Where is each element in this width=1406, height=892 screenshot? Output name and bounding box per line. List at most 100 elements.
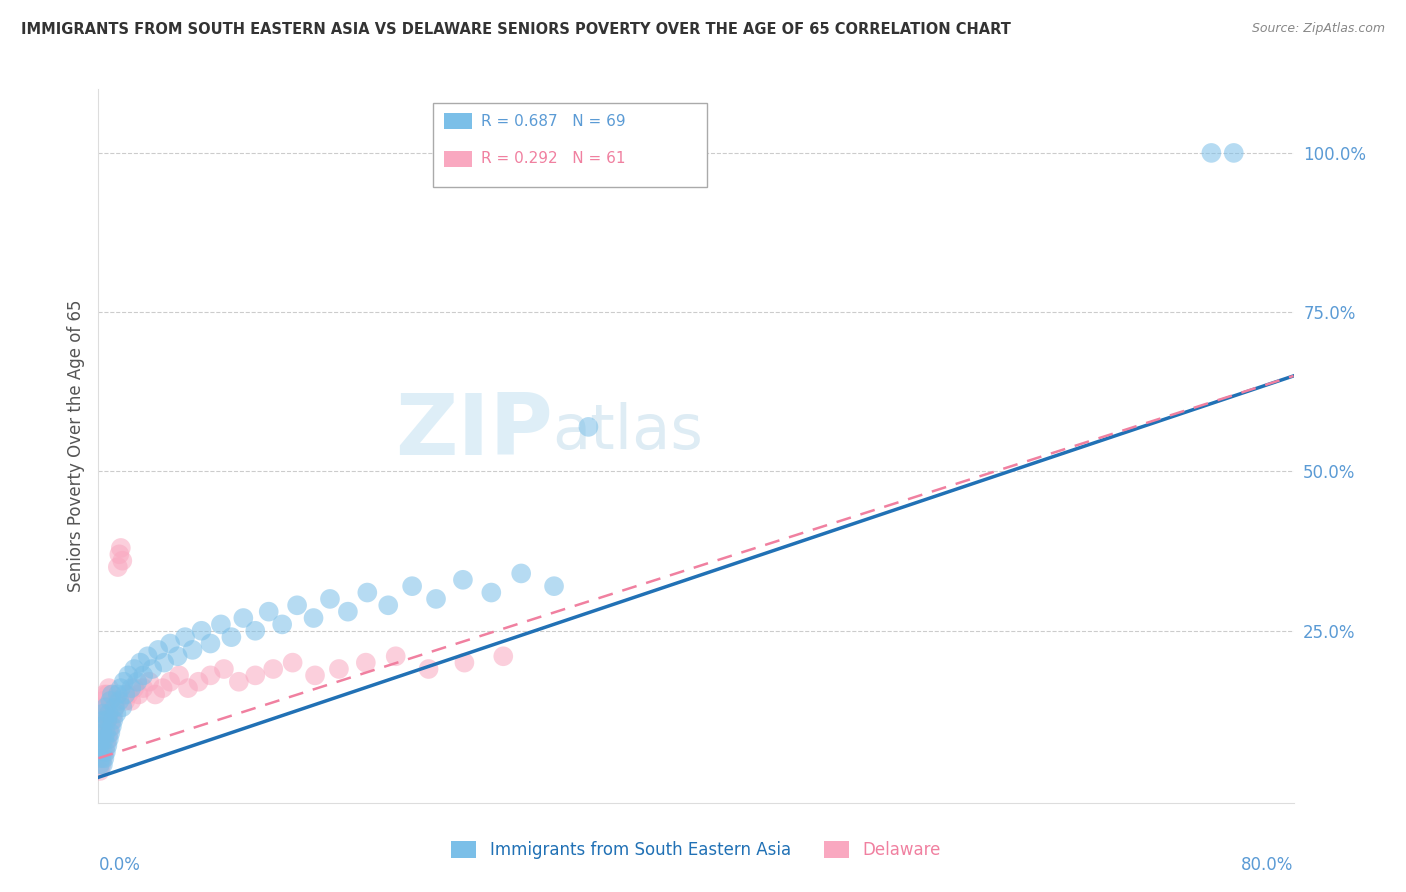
Point [132, 681, 155, 695]
Point [384, 649, 406, 664]
Point [177, 681, 200, 695]
Point [93, 706, 115, 721]
Point [245, 668, 267, 682]
Point [114, 688, 136, 702]
Point [93, 688, 115, 702]
Point [104, 700, 127, 714]
Point [138, 674, 160, 689]
Point [108, 547, 131, 561]
Point [479, 585, 502, 599]
Point [271, 617, 294, 632]
Point [257, 605, 280, 619]
Point [103, 706, 125, 721]
Point [89, 751, 111, 765]
Point [101, 688, 124, 702]
Point [93, 713, 115, 727]
Point [101, 713, 124, 727]
Legend: Immigrants from South Eastern Asia, Delaware: Immigrants from South Eastern Asia, Dela… [444, 834, 948, 866]
Text: 0.0%: 0.0% [98, 856, 141, 874]
Point [200, 636, 222, 650]
Point [221, 630, 243, 644]
Point [98, 725, 122, 739]
Text: 80.0%: 80.0% [1241, 856, 1294, 874]
Point [93, 751, 115, 765]
Point [174, 630, 197, 644]
Point [354, 656, 377, 670]
Point [103, 713, 125, 727]
Point [543, 579, 565, 593]
Point [181, 643, 204, 657]
Y-axis label: Seniors Poverty Over the Age of 65: Seniors Poverty Over the Age of 65 [66, 300, 84, 592]
Point [117, 668, 139, 682]
Point [578, 420, 600, 434]
Point [124, 681, 146, 695]
Point [90, 751, 112, 765]
Point [105, 694, 128, 708]
Point [90, 719, 112, 733]
Point [418, 662, 440, 676]
Point [89, 732, 111, 747]
Point [96, 688, 118, 702]
Point [89, 764, 111, 778]
Point [96, 713, 118, 727]
Point [200, 668, 222, 682]
Text: atlas: atlas [553, 401, 703, 462]
Point [94, 725, 117, 739]
Point [117, 688, 139, 702]
Point [136, 649, 159, 664]
Point [97, 732, 120, 747]
Point [90, 757, 112, 772]
Point [111, 700, 134, 714]
Point [281, 656, 304, 670]
Point [111, 554, 134, 568]
Point [451, 573, 474, 587]
Point [453, 656, 475, 670]
Point [97, 706, 120, 721]
Point [262, 662, 284, 676]
Point [127, 674, 149, 689]
Point [89, 757, 111, 772]
Point [128, 688, 150, 702]
Point [166, 649, 188, 664]
Point [89, 739, 111, 753]
Point [159, 636, 181, 650]
Point [167, 668, 190, 682]
Point [105, 706, 128, 721]
Point [152, 681, 174, 695]
Point [120, 681, 142, 695]
Point [101, 719, 124, 733]
Point [114, 694, 136, 708]
Point [101, 688, 124, 702]
Point [91, 706, 114, 721]
Point [328, 662, 350, 676]
Point [319, 591, 342, 606]
Point [97, 725, 120, 739]
Point [91, 732, 114, 747]
Point [93, 745, 115, 759]
Point [141, 662, 163, 676]
Point [94, 745, 117, 759]
Point [90, 719, 112, 733]
Point [93, 732, 115, 747]
Point [228, 674, 250, 689]
Point [212, 662, 235, 676]
Point [302, 611, 325, 625]
Point [356, 585, 378, 599]
Point [148, 643, 170, 657]
Point [91, 751, 114, 765]
Point [143, 688, 166, 702]
Point [91, 757, 114, 772]
Point [1223, 145, 1246, 160]
Point [93, 725, 115, 739]
Point [91, 694, 114, 708]
Point [336, 605, 359, 619]
Point [245, 624, 267, 638]
Point [94, 700, 117, 714]
Point [110, 541, 132, 555]
Point [94, 719, 117, 733]
Point [120, 694, 142, 708]
Point [304, 668, 326, 682]
Point [104, 700, 127, 714]
Point [96, 732, 118, 747]
Point [112, 674, 135, 689]
